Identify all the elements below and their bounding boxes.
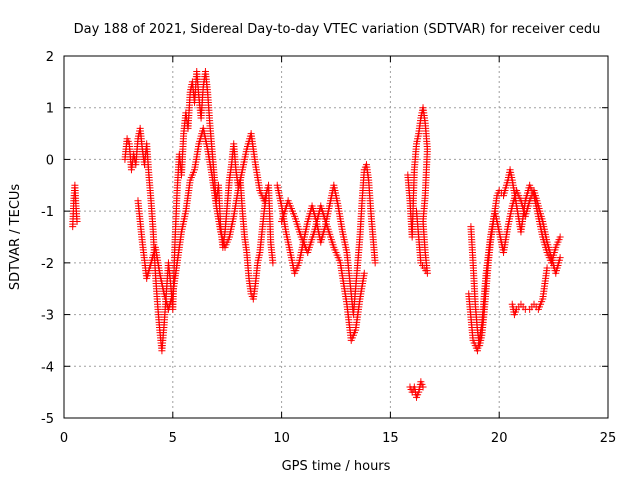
data-point-marker xyxy=(360,269,368,277)
data-point-marker xyxy=(556,233,564,241)
x-tick-label: 20 xyxy=(491,431,508,446)
y-axis-label: SDTVAR / TECUs xyxy=(8,184,23,291)
data-point-marker xyxy=(413,207,421,215)
x-tick-label: 10 xyxy=(273,431,290,446)
data-point-marker xyxy=(73,217,81,225)
x-tick-label: 0 xyxy=(60,431,68,446)
y-tick-label: -1 xyxy=(41,205,54,220)
data-point-marker xyxy=(419,383,427,391)
y-tick-label: -2 xyxy=(41,257,54,272)
chart-title: Day 188 of 2021, Sidereal Day-to-day VTE… xyxy=(74,22,601,37)
grid-lines xyxy=(64,56,608,418)
y-tick-label: 1 xyxy=(46,102,54,117)
x-axis-label: GPS time / hours xyxy=(282,459,391,474)
data-point-marker xyxy=(543,264,551,272)
data-point-marker xyxy=(371,259,379,267)
y-tick-label: 0 xyxy=(46,153,54,168)
data-point-marker xyxy=(556,254,564,262)
x-tick-label: 25 xyxy=(600,431,617,446)
data-point-marker xyxy=(269,259,277,267)
y-tick-label: 2 xyxy=(46,50,54,65)
data-points xyxy=(69,68,564,401)
y-tick-label: -3 xyxy=(41,309,54,324)
plot-frame xyxy=(63,55,609,419)
axis-ticks xyxy=(63,55,609,419)
axis-tick-labels: 0 5 10 15 20 25 -5 -4 -3 -2 -1 0 1 2 xyxy=(41,50,616,446)
x-tick-label: 5 xyxy=(169,431,177,446)
y-tick-label: -5 xyxy=(41,412,54,427)
y-tick-label: -4 xyxy=(41,360,54,375)
x-tick-label: 15 xyxy=(382,431,399,446)
